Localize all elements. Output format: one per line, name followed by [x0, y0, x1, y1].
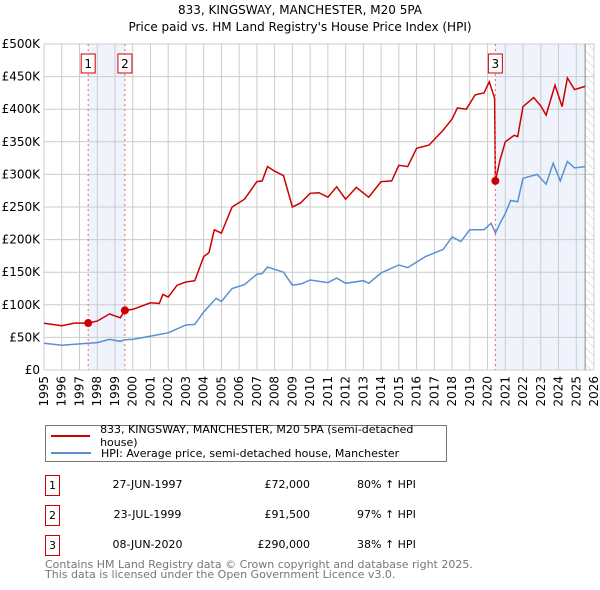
y-tick-label: £50K — [9, 330, 41, 344]
sale-hpi-change: 38% ↑ HPI — [357, 538, 416, 551]
sale-row: 2 23-JUL-1999 £91,500 97% ↑ HPI — [45, 505, 465, 526]
y-tick-label: £0 — [25, 363, 40, 377]
x-tick-label: 2019 — [463, 376, 477, 407]
sale-point — [84, 319, 93, 328]
sale-date: 27-JUN-1997 — [112, 478, 183, 491]
sale-date: 23-JUL-1999 — [113, 508, 182, 521]
legend-label: 833, KINGSWAY, MANCHESTER, M20 5PA (semi… — [100, 423, 414, 449]
footer: Contains HM Land Registry data © Crown c… — [45, 558, 473, 581]
sale-label-number: 1 — [84, 57, 92, 71]
x-tick-label: 2006 — [232, 376, 246, 407]
x-tick-label: 1996 — [55, 376, 69, 407]
chart-title: 833, KINGSWAY, MANCHESTER, M20 5PA — [178, 3, 423, 17]
x-tick-label: 2009 — [285, 376, 299, 407]
x-tick-label: 2011 — [321, 376, 335, 407]
x-tick-label: 1995 — [37, 376, 51, 407]
price-chart: 833, KINGSWAY, MANCHESTER, M20 5PA Price… — [2, 3, 600, 407]
x-tick-label: 2010 — [303, 376, 317, 407]
sale-number: 3 — [45, 535, 60, 556]
sale-price: £290,000 — [257, 538, 311, 551]
x-tick-label: 2016 — [410, 376, 424, 407]
sale-point — [491, 176, 500, 185]
sale-label-box — [80, 53, 96, 74]
sale-label-number: 3 — [492, 57, 500, 71]
y-tick-label: £200K — [2, 233, 42, 247]
x-tick-label: 2022 — [516, 376, 530, 407]
x-tick-label: 2004 — [197, 376, 211, 407]
x-tick-label: 2017 — [427, 376, 441, 407]
x-tick-label: 2025 — [569, 376, 583, 407]
x-tick-label: 2024 — [552, 376, 566, 407]
x-tick-label: 1998 — [90, 376, 104, 407]
sale-price: £72,000 — [264, 478, 311, 491]
x-tick-label: 2023 — [534, 376, 548, 407]
x-tick-label: 2012 — [339, 376, 353, 407]
sale-hpi-change: 80% ↑ HPI — [357, 478, 416, 491]
x-tick-label: 2013 — [356, 376, 370, 407]
sale-price: £91,500 — [264, 508, 311, 521]
sale-row: 1 27-JUN-1997 £72,000 80% ↑ HPI — [45, 475, 465, 496]
footer-copyright: Contains HM Land Registry data © Crown c… — [45, 558, 473, 571]
x-tick-label: 2002 — [161, 376, 175, 407]
x-tick-label: 2001 — [143, 376, 157, 407]
sale-row: 3 08-JUN-2020 £290,000 38% ↑ HPI — [45, 535, 465, 556]
x-tick-label: 2014 — [374, 376, 388, 407]
footer-licence: This data is licensed under the Open Gov… — [45, 568, 396, 581]
sale-number: 2 — [45, 505, 60, 526]
x-tick-label: 2007 — [250, 376, 264, 407]
sale-label-box — [487, 53, 503, 74]
legend: 833, KINGSWAY, MANCHESTER, M20 5PA (semi… — [45, 423, 447, 462]
legend-item-hpi: HPI: Average price, semi-detached house,… — [46, 445, 399, 461]
x-tick-label: 2003 — [179, 376, 193, 407]
x-tick-label: 1997 — [72, 376, 86, 407]
x-tick-label: 2000 — [126, 376, 140, 407]
x-tick-label: 2015 — [392, 376, 406, 407]
y-tick-label: £100K — [2, 298, 42, 312]
y-tick-label: £300K — [2, 167, 42, 181]
x-tick-label: 2005 — [214, 376, 228, 407]
x-tick-label: 2018 — [445, 376, 459, 407]
x-tick-label: 2021 — [498, 376, 512, 407]
y-tick-label: £250K — [2, 200, 42, 214]
x-tick-label: 1999 — [108, 376, 122, 407]
y-tick-label: £450K — [2, 70, 42, 84]
y-tick-label: £400K — [2, 102, 42, 116]
price-paid-line — [43, 75, 586, 327]
sale-hpi-change: 97% ↑ HPI — [357, 508, 416, 521]
x-tick-label: 2026 — [587, 376, 600, 407]
legend-item-property: 833, KINGSWAY, MANCHESTER, M20 5PA (semi… — [46, 423, 446, 449]
legend-swatch-red — [51, 435, 91, 437]
legend-swatch-blue — [51, 452, 91, 454]
hpi-line — [43, 160, 586, 346]
y-tick-label: £350K — [2, 135, 42, 149]
sale-number: 1 — [45, 475, 60, 496]
legend-label: HPI: Average price, semi-detached house,… — [101, 446, 400, 460]
sale-label-box — [117, 53, 133, 74]
y-tick-label: £500K — [2, 37, 42, 51]
sale-point — [120, 306, 129, 315]
chart-subtitle: Price paid vs. HM Land Registry's House … — [128, 20, 471, 34]
sale-date: 08-JUN-2020 — [112, 538, 183, 551]
sale-label-number: 2 — [121, 57, 129, 71]
y-tick-label: £150K — [2, 265, 42, 279]
x-tick-label: 2008 — [268, 376, 282, 407]
x-tick-label: 2020 — [481, 376, 495, 407]
